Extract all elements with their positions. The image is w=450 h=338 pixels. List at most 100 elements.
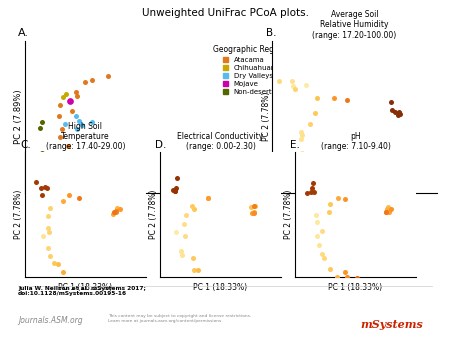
Point [251, 203, 258, 209]
Point [204, 196, 212, 201]
Point [341, 196, 348, 201]
Point [45, 213, 52, 218]
Y-axis label: PC 2 (7.89%): PC 2 (7.89%) [14, 89, 23, 144]
Point [178, 253, 185, 258]
Point [43, 186, 50, 191]
Point [45, 245, 52, 251]
Point [302, 158, 309, 163]
Point [73, 126, 81, 132]
Point [309, 185, 316, 191]
Point [105, 183, 112, 188]
Point [36, 125, 44, 130]
Point [385, 210, 392, 215]
Point [68, 165, 75, 170]
Point [307, 121, 314, 127]
Point [343, 97, 350, 102]
Title: pH
(range: 7.10-9.40): pH (range: 7.10-9.40) [320, 132, 391, 151]
Point [88, 119, 95, 124]
Point [172, 185, 180, 190]
Point [88, 173, 95, 179]
Point [341, 269, 348, 275]
Point [304, 190, 311, 196]
Point [337, 186, 344, 192]
X-axis label: PC 1 (18.33%): PC 1 (18.33%) [194, 283, 248, 292]
Text: mSystems: mSystems [360, 319, 423, 331]
Text: Unweighted UniFrac PCoA plots.: Unweighted UniFrac PCoA plots. [141, 8, 309, 19]
Point [51, 260, 58, 265]
Point [113, 206, 121, 211]
Point [391, 110, 398, 115]
Point [182, 213, 189, 218]
Point [47, 253, 54, 258]
Point [307, 189, 314, 195]
Point [388, 108, 395, 113]
Point [39, 119, 46, 124]
Point [45, 225, 52, 231]
Legend: Atacama, Chihuahuan, Dry Valleys, Mojave, Non-desert: Atacama, Chihuahuan, Dry Valleys, Mojave… [212, 44, 288, 96]
Point [80, 174, 87, 179]
Point [72, 89, 79, 94]
Point [170, 188, 177, 193]
Point [110, 211, 117, 217]
Point [297, 136, 304, 141]
Point [314, 96, 321, 101]
Point [38, 151, 45, 156]
Point [320, 255, 327, 261]
Point [174, 176, 181, 181]
Text: Journals.ASM.org: Journals.ASM.org [18, 316, 83, 325]
Point [40, 161, 47, 166]
Point [292, 87, 299, 92]
Point [248, 204, 255, 210]
Y-axis label: PC 2 (7.78%): PC 2 (7.78%) [262, 92, 271, 141]
Point [66, 99, 73, 104]
Point [117, 207, 124, 212]
Point [54, 261, 61, 267]
Text: A.: A. [18, 27, 28, 38]
Point [385, 204, 392, 209]
X-axis label: PC 1 (18.33%): PC 1 (18.33%) [58, 283, 112, 292]
Y-axis label: PC 2 (7.78%): PC 2 (7.78%) [284, 190, 293, 239]
Point [88, 77, 95, 82]
Text: This content may be subject to copyright and license restrictions.
Learn more at: This content may be subject to copyright… [108, 314, 251, 323]
Point [72, 113, 80, 119]
Point [298, 150, 306, 155]
Point [320, 186, 327, 191]
Point [58, 126, 66, 132]
Point [66, 193, 73, 198]
Point [327, 201, 334, 207]
Point [191, 207, 198, 212]
Point [275, 78, 282, 83]
Point [249, 210, 256, 216]
Point [396, 111, 403, 117]
Point [298, 133, 306, 138]
Point [181, 234, 188, 239]
Point [178, 248, 185, 254]
Point [344, 191, 351, 196]
Point [77, 175, 85, 180]
Point [344, 274, 351, 280]
Text: B.: B. [266, 27, 276, 38]
Text: Julia W. Neilson et al. mSystems 2017;
doi:10.1128/mSystems.00195-16: Julia W. Neilson et al. mSystems 2017; d… [18, 286, 146, 296]
Point [59, 198, 67, 203]
X-axis label: PC 1 (14.05%): PC 1 (14.05%) [85, 198, 144, 207]
Point [195, 267, 202, 273]
Text: D.: D. [155, 140, 166, 150]
Y-axis label: PC 2 (7.78%): PC 2 (7.78%) [149, 190, 158, 239]
Point [113, 210, 120, 215]
Y-axis label: PC 2 (7.78%): PC 2 (7.78%) [14, 190, 23, 239]
Point [387, 207, 395, 212]
Point [59, 270, 67, 275]
Point [32, 179, 40, 185]
Point [189, 256, 196, 261]
Point [383, 210, 390, 215]
Point [302, 82, 310, 88]
Point [315, 242, 322, 247]
Point [313, 233, 320, 238]
Point [171, 188, 179, 194]
Point [311, 111, 318, 116]
Point [67, 279, 74, 284]
Point [74, 93, 81, 98]
Point [309, 172, 316, 177]
Point [383, 210, 390, 215]
Point [180, 221, 187, 227]
